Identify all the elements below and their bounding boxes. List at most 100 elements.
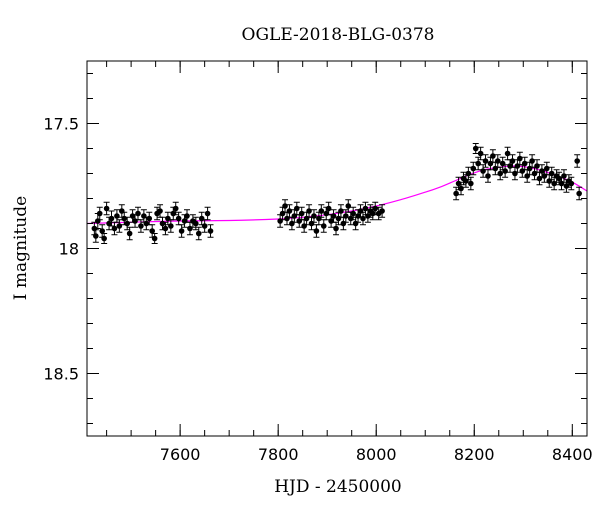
- model-curve-layer: [86, 165, 588, 225]
- x-tick-label: 7600: [160, 445, 201, 464]
- data-marker: [330, 213, 337, 219]
- data-marker: [108, 215, 115, 222]
- data-marker: [184, 213, 190, 219]
- data-point: [379, 204, 386, 218]
- plot-area: [86, 143, 588, 244]
- data-point: [134, 206, 141, 221]
- data-marker: [121, 215, 128, 222]
- data-marker: [494, 158, 501, 164]
- data-point: [175, 211, 182, 226]
- data-point: [330, 209, 337, 223]
- data-marker: [193, 220, 199, 227]
- data-point: [313, 224, 320, 238]
- data-marker: [343, 213, 349, 219]
- data-point: [99, 224, 106, 238]
- data-marker: [576, 190, 582, 197]
- data-point: [477, 146, 484, 161]
- data-marker: [360, 215, 366, 222]
- data-point: [337, 204, 344, 218]
- data-marker: [138, 223, 144, 229]
- data-marker: [311, 213, 317, 219]
- data-point: [560, 169, 567, 183]
- data-marker: [198, 215, 205, 222]
- data-marker: [472, 145, 479, 152]
- data-point: [201, 219, 208, 233]
- x-tick-label: 7800: [258, 445, 299, 464]
- data-marker: [320, 223, 327, 229]
- data-marker: [318, 208, 325, 214]
- y-axis-label: I magnitude: [11, 196, 31, 300]
- data-points-layer: [91, 143, 583, 244]
- data-marker: [204, 210, 211, 217]
- data-point: [318, 204, 325, 218]
- data-point: [101, 233, 108, 244]
- data-marker: [517, 155, 523, 162]
- y-tick-label: 18: [59, 240, 79, 259]
- data-marker: [504, 150, 511, 157]
- x-tick-label: 8200: [454, 445, 495, 464]
- data-point: [320, 219, 327, 233]
- data-marker: [480, 168, 486, 174]
- data-marker: [529, 158, 535, 164]
- data-marker: [96, 210, 103, 217]
- data-marker: [168, 223, 174, 229]
- data-marker: [178, 228, 185, 234]
- data-point: [482, 154, 489, 168]
- data-marker: [534, 163, 540, 169]
- data-point: [472, 143, 479, 154]
- data-marker: [350, 210, 356, 217]
- data-marker: [379, 208, 385, 214]
- data-marker: [207, 228, 214, 234]
- data-marker: [146, 215, 153, 222]
- data-marker: [338, 208, 344, 214]
- data-marker: [485, 173, 491, 179]
- data-point: [92, 229, 99, 243]
- data-marker: [172, 205, 179, 212]
- data-point: [186, 221, 193, 236]
- data-marker: [465, 170, 472, 177]
- data-point: [310, 209, 317, 223]
- data-point: [178, 224, 185, 238]
- data-marker: [132, 218, 138, 224]
- x-tick-label: 8400: [552, 445, 593, 464]
- data-marker: [143, 220, 150, 227]
- data-marker: [574, 158, 580, 164]
- data-point: [509, 154, 516, 168]
- data-marker: [116, 223, 123, 229]
- axis-tick-labels: 7600 7800 8000 8200 8400 17.5 18 18.5: [43, 115, 592, 465]
- data-marker: [103, 205, 110, 212]
- data-point: [574, 154, 581, 168]
- data-marker: [282, 203, 288, 209]
- data-marker: [497, 170, 504, 177]
- data-marker: [475, 160, 481, 167]
- data-marker: [544, 165, 550, 172]
- data-marker: [175, 215, 182, 222]
- data-marker: [93, 233, 99, 239]
- data-marker: [490, 153, 496, 159]
- data-marker: [521, 160, 528, 167]
- data-marker: [99, 228, 105, 234]
- data-point: [126, 226, 133, 241]
- data-point: [484, 169, 491, 183]
- data-marker: [453, 190, 459, 197]
- data-marker: [502, 168, 508, 174]
- data-point: [470, 161, 477, 176]
- y-tick-label: 18.5: [43, 365, 79, 384]
- data-marker: [333, 225, 339, 232]
- data-point: [103, 201, 110, 216]
- data-marker: [325, 205, 332, 212]
- data-point: [207, 224, 214, 238]
- data-marker: [114, 213, 120, 219]
- data-marker: [298, 210, 305, 217]
- model-curve: [86, 165, 588, 225]
- data-marker: [477, 150, 484, 157]
- data-point: [568, 176, 575, 191]
- data-point: [345, 199, 352, 213]
- data-marker: [157, 208, 163, 214]
- data-marker: [151, 235, 158, 242]
- data-point: [306, 204, 313, 218]
- data-point: [111, 221, 118, 236]
- data-point: [151, 233, 158, 244]
- data-point: [333, 221, 340, 236]
- data-marker: [306, 208, 312, 214]
